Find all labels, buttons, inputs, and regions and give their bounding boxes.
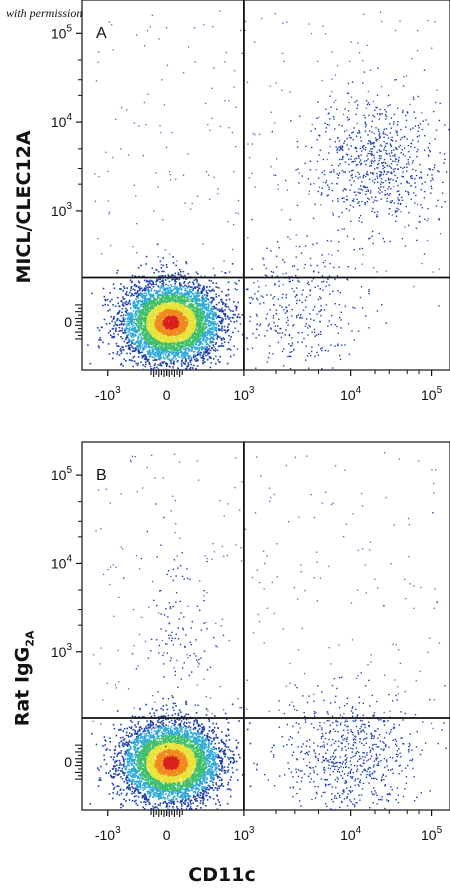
x-tick-label: 103 bbox=[233, 385, 255, 403]
panel-b-ylabel-text: Rat IgG2A bbox=[11, 630, 37, 727]
x-tick-label: -103 bbox=[95, 385, 121, 403]
panel-label: A bbox=[96, 25, 107, 42]
x-tick-label: 0 bbox=[163, 827, 171, 843]
x-tick-label: -103 bbox=[95, 825, 121, 843]
x-tick-label: 104 bbox=[340, 825, 362, 843]
panel-a: A -103 0 103 104 105 0 103 104 105 bbox=[51, 0, 450, 403]
panel-a-ylabel: MICL/CLEC12A bbox=[13, 130, 35, 284]
y-tick-label: 104 bbox=[51, 112, 73, 130]
x-tick-label: 105 bbox=[421, 825, 443, 843]
x-tick-label: 0 bbox=[163, 387, 171, 403]
y-tick-label: 105 bbox=[51, 23, 73, 41]
x-tick-label: 104 bbox=[340, 385, 362, 403]
y-tick-label: 103 bbox=[51, 201, 73, 219]
event-dots bbox=[89, 452, 447, 811]
y-tick-label: 103 bbox=[51, 642, 73, 660]
panel-b-ylabel: Rat IgG2A bbox=[12, 618, 37, 738]
y-tick-label: 0 bbox=[64, 314, 72, 330]
y-tick-label: 105 bbox=[51, 465, 73, 483]
x-tick-label: 103 bbox=[233, 825, 255, 843]
panel-b: B -103 0 103 104 105 0 103 104 105 bbox=[51, 441, 450, 843]
x-tick-label: 105 bbox=[421, 385, 443, 403]
x-axis-title: CD11c bbox=[188, 864, 256, 886]
y-tick-label: 0 bbox=[64, 754, 72, 770]
event-dots bbox=[87, 10, 450, 371]
y-tick-label: 104 bbox=[51, 553, 73, 571]
panel-label: B bbox=[96, 467, 107, 484]
